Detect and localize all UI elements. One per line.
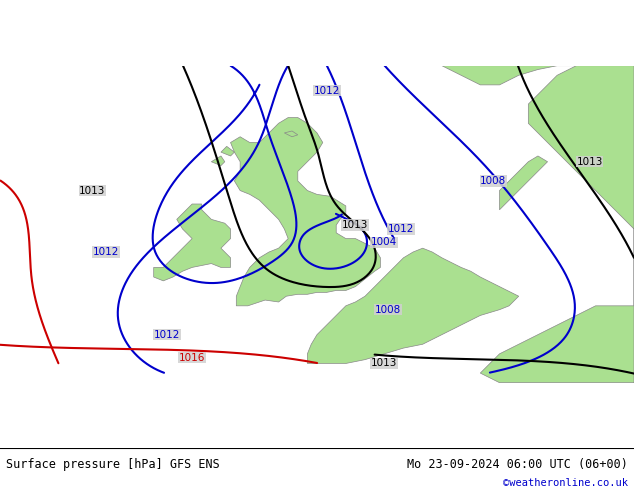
Text: 1013: 1013 [79, 186, 106, 196]
Polygon shape [231, 118, 380, 306]
Polygon shape [307, 248, 519, 364]
Polygon shape [500, 156, 548, 210]
Text: Surface pressure [hPa] GFS ENS: Surface pressure [hPa] GFS ENS [6, 458, 220, 471]
Text: 1013: 1013 [371, 359, 398, 368]
Text: 1012: 1012 [93, 247, 119, 257]
Text: 1013: 1013 [576, 157, 603, 167]
Polygon shape [442, 66, 634, 85]
Text: 1008: 1008 [481, 176, 507, 186]
Text: 1016: 1016 [179, 353, 205, 363]
Polygon shape [481, 306, 634, 383]
Text: 1012: 1012 [153, 330, 180, 340]
Polygon shape [153, 204, 231, 281]
Polygon shape [221, 147, 235, 156]
Text: 1008: 1008 [375, 305, 401, 315]
Polygon shape [211, 156, 225, 166]
Text: Mo 23-09-2024 06:00 UTC (06+00): Mo 23-09-2024 06:00 UTC (06+00) [407, 458, 628, 471]
Polygon shape [284, 131, 298, 137]
Text: 1013: 1013 [342, 220, 368, 230]
Text: 1004: 1004 [371, 238, 397, 247]
Text: 1012: 1012 [388, 224, 415, 234]
Text: 1012: 1012 [313, 86, 340, 96]
Text: ©weatheronline.co.uk: ©weatheronline.co.uk [503, 478, 628, 488]
Polygon shape [528, 66, 634, 383]
